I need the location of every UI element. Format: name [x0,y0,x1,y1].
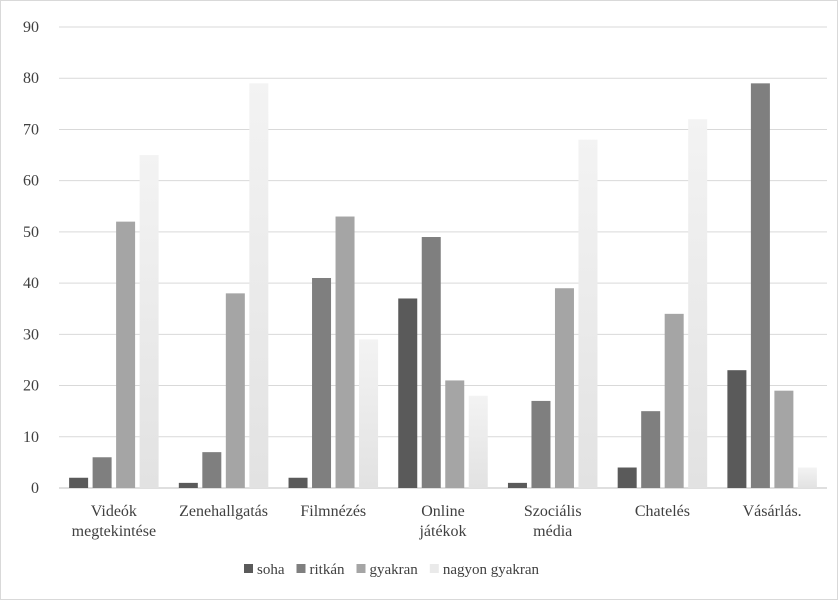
y-tick-label: 0 [31,480,39,497]
bar-gyakran [774,390,794,488]
bar-soha [507,482,527,488]
gridlines [59,26,827,489]
y-tick-label: 10 [23,429,39,446]
bar-ritkán [421,237,441,488]
y-tick-label: 80 [23,70,39,87]
x-tick-label: Online játékok [418,503,466,540]
legend-swatch [356,564,366,573]
x-tick-label: Videók megtekintése [72,503,156,540]
bar-gyakran [335,216,355,488]
y-tick-label: 70 [23,121,39,138]
legend-swatch [296,564,306,573]
bar-gyakran [554,288,574,488]
bar-nagyon-gyakran [249,83,269,488]
legend-label: ritkán [310,562,345,578]
legend-label: nagyon gyakran [443,562,540,578]
bar-ritkán [92,457,112,488]
y-tick-label: 50 [23,224,39,241]
bar-nagyon-gyakran [688,119,708,488]
bar-gyakran [116,221,136,488]
y-tick-label: 90 [23,19,39,36]
y-axis-ticks: 0 10 20 30 40 50 60 70 80 90 [23,19,39,497]
bar-ritkán [312,277,332,488]
bar-nagyon-gyakran [578,139,598,488]
bar-ritkán [641,411,661,488]
bar-soha [727,370,747,488]
bar-gyakran [664,313,684,488]
bar-soha [288,477,308,488]
x-axis-ticks: Videók megtekintése Zenehallgatás Filmnézés… [72,503,802,540]
bar-nagyon-gyakran [797,467,817,488]
y-tick-label: 20 [23,378,39,395]
legend-label: soha [257,562,285,578]
bar-soha [69,477,89,488]
bar-ritkán [531,400,551,488]
bar-soha [178,482,198,488]
bar-nagyon-gyakran [139,155,159,489]
bar-nagyon-gyakran [468,395,488,488]
legend: soha ritkán gyakran nagyon gyakran [244,562,540,578]
bar-gyakran [445,380,465,488]
y-tick-label: 40 [23,275,39,292]
legend-swatch [429,564,439,573]
bar-nagyon-gyakran [359,339,379,488]
legend-label: gyakran [370,562,419,578]
bar-soha [617,467,637,488]
x-tick-label: Vásárlás. [743,503,802,520]
y-tick-label: 60 [23,173,39,190]
bar-soha [398,298,418,488]
y-tick-label: 30 [23,326,39,343]
x-tick-label: Szociális média [524,503,582,540]
x-tick-label: Chatelés [635,503,690,520]
legend-swatch [244,564,253,573]
bars [69,83,817,489]
bar-ritkán [750,83,770,488]
bar-gyakran [225,293,245,488]
x-tick-label: Filmnézés [300,503,366,520]
x-tick-label: Zenehallgatás [179,503,268,520]
bar-ritkán [202,452,222,488]
